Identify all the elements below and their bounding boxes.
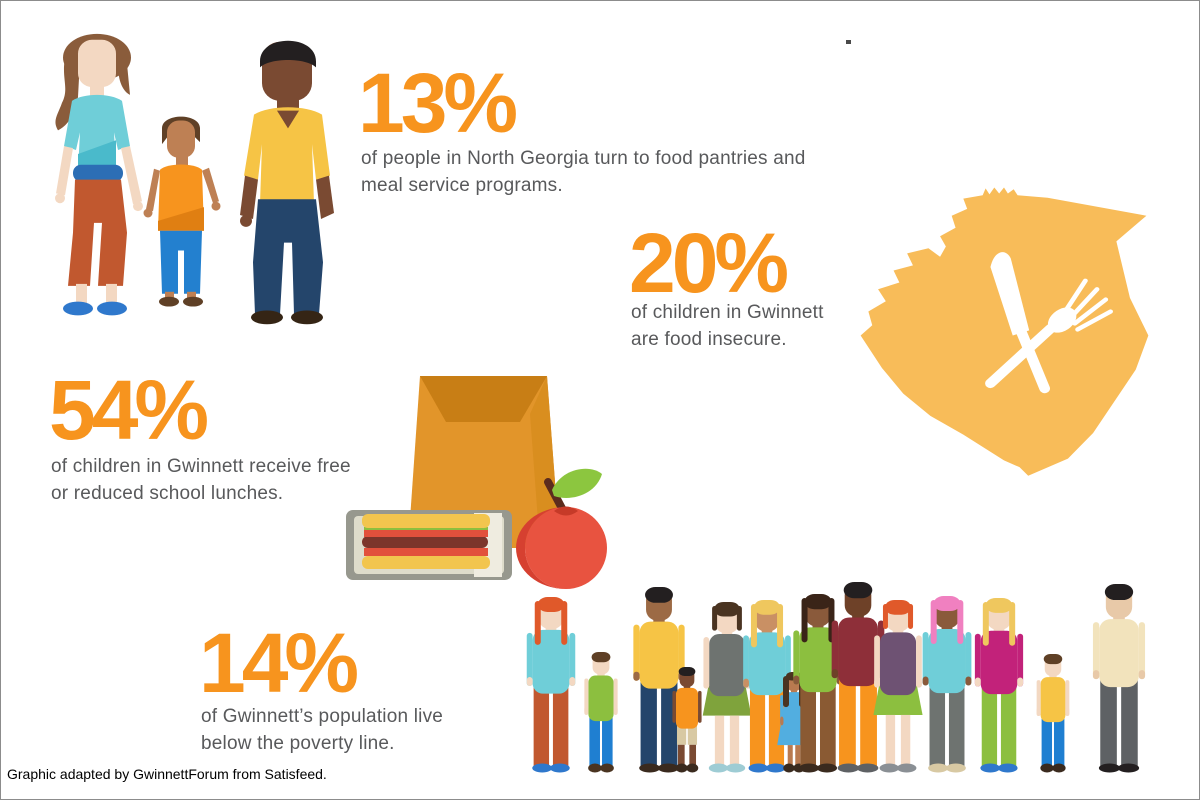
lunch-illustration <box>346 376 607 589</box>
sandwich-lettuce <box>364 527 488 530</box>
stat-poverty-value: 14% <box>199 616 359 710</box>
family-woman <box>55 33 143 316</box>
family-boy <box>143 116 221 307</box>
knife-icon <box>990 252 1051 394</box>
crowd-person <box>633 587 685 773</box>
crowd-person <box>1092 584 1146 773</box>
gwinnett-county-map <box>860 187 1149 476</box>
stat-poverty-description: of Gwinnett’s population live below the … <box>201 706 444 754</box>
crowd-person <box>526 597 576 773</box>
sandwich-container <box>346 510 512 580</box>
stat-insecure-description: of children in Gwinnett are food insecur… <box>631 302 824 350</box>
apple <box>516 468 607 589</box>
family-illustration <box>55 33 334 325</box>
image-artifact-speck <box>846 40 851 44</box>
footer-credit: Graphic adapted by GwinnettForum from Sa… <box>7 766 327 782</box>
crowd-person <box>974 598 1024 773</box>
stat-pantries-value: 13% <box>358 56 518 150</box>
stat-lunches-description: of children in Gwinnett receive free or … <box>51 456 351 504</box>
crowd-person <box>831 582 885 773</box>
stat-lunches-value: 54% <box>49 363 209 457</box>
stat-insecure-value: 20% <box>629 216 789 310</box>
sandwich-bread-top <box>362 514 490 528</box>
county-silhouette <box>860 187 1149 476</box>
crowd-person <box>873 600 923 773</box>
fork-icon <box>985 278 1113 389</box>
crowd-person <box>922 596 972 773</box>
crowd-person <box>584 652 618 773</box>
family-man <box>240 40 334 325</box>
lunch-bag <box>408 376 560 548</box>
sandwich-tomato <box>364 548 488 556</box>
crowd-illustration <box>526 582 1146 773</box>
sandwich-bread-bottom <box>362 556 490 569</box>
crowd-person <box>672 667 702 773</box>
stat-pantries-description: of people in North Georgia turn to food … <box>361 148 806 196</box>
crowd-person <box>1036 654 1070 773</box>
apple-leaf <box>552 468 602 498</box>
sandwich-patty <box>362 536 488 548</box>
crowd-person <box>702 602 752 773</box>
